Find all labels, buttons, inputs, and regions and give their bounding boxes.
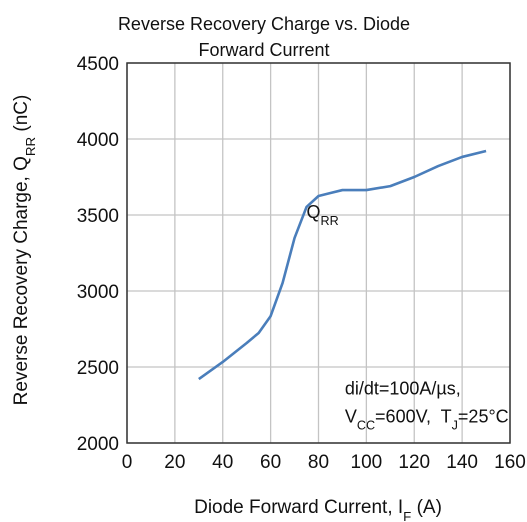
data-line [198, 149, 487, 381]
chart-title: Forward Current [198, 40, 329, 60]
text-part: di/dt=100A/µs, [345, 378, 461, 398]
x-tick-label: 60 [260, 452, 281, 473]
x-tick-label: 20 [164, 452, 185, 473]
text-part: Q [307, 202, 321, 222]
subscript: F [403, 509, 411, 522]
annotation: VCC=600V, TJ=25°C [345, 406, 509, 432]
y-tick-label: 3500 [77, 206, 119, 227]
text-part: =25°C [458, 406, 509, 426]
text-part: Reverse Recovery Charge, Q [11, 156, 32, 405]
y-tick-label: 4500 [77, 54, 119, 75]
text-part: Diode Forward Current, I [194, 497, 403, 518]
subscript: RR [321, 214, 339, 228]
chart-title: Reverse Recovery Charge vs. Diode [118, 14, 410, 34]
x-tick-label: 120 [398, 452, 430, 473]
x-tick-label: 100 [351, 452, 383, 473]
subscript: RR [23, 137, 38, 156]
subscript: CC [357, 418, 375, 432]
text-part: V [345, 406, 357, 426]
x-axis-label: Diode Forward Current, IF (A) [194, 497, 442, 522]
y-axis-label: Reverse Recovery Charge, QRR (nC) [11, 95, 38, 406]
x-tick-label: 160 [494, 452, 526, 473]
y-tick-label: 2500 [77, 358, 119, 379]
plot-frame [126, 62, 511, 444]
y-tick-label: 4000 [77, 130, 119, 151]
x-tick-label: 0 [122, 452, 133, 473]
x-tick-label: 80 [308, 452, 329, 473]
text-part: (nC) [11, 95, 32, 137]
text-part: (A) [411, 497, 442, 518]
y-tick-label: 3000 [77, 282, 119, 303]
subscript: J [452, 418, 458, 432]
x-tick-label: 140 [446, 452, 478, 473]
x-tick-label: 40 [212, 452, 233, 473]
text-part: =600V, T [375, 406, 452, 426]
y-tick-label: 2000 [77, 434, 119, 455]
series-label: QRR [307, 202, 339, 228]
annotation: di/dt=100A/µs, [345, 378, 461, 398]
